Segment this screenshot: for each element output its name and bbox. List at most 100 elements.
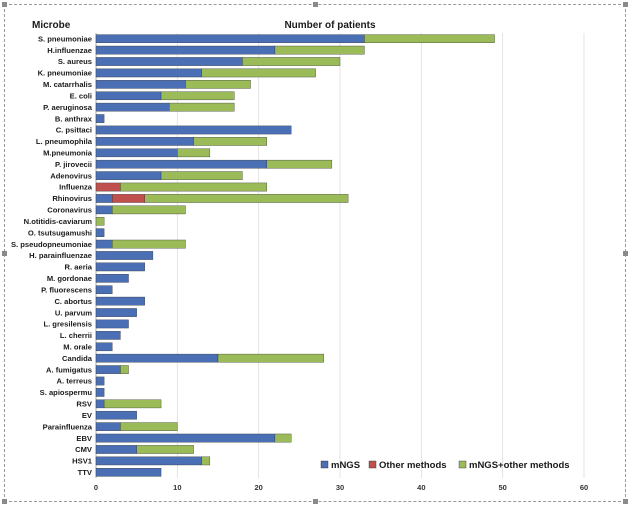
category-label: RSV (76, 400, 93, 409)
bar-combined (136, 445, 194, 454)
bar-combined (185, 80, 251, 89)
category-label: E. coli (70, 91, 92, 100)
legend-label-other-methods: Other methods (379, 460, 447, 471)
bar-combined (217, 353, 324, 363)
category-label: Influenza (59, 183, 93, 192)
bar-mngs (95, 137, 194, 146)
category-label: Rhinovirus (52, 194, 92, 203)
resize-handle-middle-left[interactable] (2, 251, 7, 256)
category-label: M. gordonae (47, 274, 92, 283)
bar-combined (160, 91, 235, 101)
category-label: S. pseudopneumoniae (11, 240, 92, 249)
bar-mngs (95, 148, 178, 158)
x-tick-10: 10 (173, 483, 181, 492)
bar-mngs (95, 342, 113, 352)
y-axis-header: Microbe (32, 20, 71, 31)
bar-mngs (95, 68, 202, 78)
bar-combined (193, 137, 267, 146)
x-tick-40: 40 (417, 483, 425, 492)
bar-mngs (95, 376, 105, 386)
resize-handle-middle-right[interactable] (623, 251, 628, 256)
bar-combined (95, 216, 105, 226)
resize-handle-top-left[interactable] (2, 2, 7, 7)
legend-label-mngs: mNGS (331, 460, 360, 471)
bar-combined (160, 171, 243, 180)
resize-handle-bottom-center[interactable] (313, 499, 318, 504)
bar-mngs (95, 410, 137, 420)
legend-swatch-combined (458, 460, 467, 469)
category-label: Candida (62, 354, 93, 363)
category-label: P. jirovecii (55, 160, 92, 169)
category-label: EBV (76, 434, 93, 443)
bar-mngs (95, 296, 145, 306)
category-label: P. aeruginosa (43, 103, 93, 112)
bar-combined (112, 239, 186, 249)
bar-mngs (95, 91, 162, 101)
category-label: H.influenzae (47, 46, 92, 55)
bar-mngs (95, 205, 113, 215)
bar-mngs (95, 194, 113, 203)
category-label: C. abortus (54, 297, 92, 306)
bar-combined (274, 433, 292, 443)
bar-mngs (95, 159, 267, 169)
bar-mngs (95, 365, 121, 374)
bar-combined (242, 57, 341, 66)
category-label: P. fluorescens (41, 285, 92, 294)
category-label: C. psittaci (56, 126, 92, 135)
bar-combined (177, 148, 211, 158)
bar-combined (120, 182, 267, 192)
x-tick-0: 0 (94, 483, 98, 492)
category-label: U. parvum (55, 308, 92, 317)
bar-mngs (95, 262, 145, 272)
category-label: L. cherrii (60, 331, 92, 340)
x-tick-50: 50 (498, 483, 506, 492)
bar-combined (120, 422, 178, 431)
category-label: A. fumigatus (46, 365, 92, 374)
x-tick-20: 20 (254, 483, 262, 492)
bar-combined (266, 159, 333, 169)
legend: mNGS Other methods mNGS+other methods (320, 460, 570, 471)
bar-mngs (95, 228, 105, 237)
bar-mngs (95, 331, 121, 340)
bar-mngs (95, 251, 154, 260)
bar-other-methods (112, 194, 145, 203)
category-label: S. pneumoniae (38, 34, 92, 43)
bar-mngs (95, 125, 292, 135)
category-label: O. tsutsugamushi (28, 228, 92, 237)
category-labels: S. pneumoniae H.influenzae S. aureus K. pne… (11, 34, 93, 477)
bars (95, 34, 495, 477)
category-label: CMV (75, 445, 93, 454)
resize-handle-bottom-right[interactable] (623, 499, 628, 504)
bar-mngs (95, 468, 162, 477)
bar-combined (364, 34, 495, 43)
resize-handle-bottom-left[interactable] (2, 499, 7, 504)
bar-mngs (95, 399, 105, 409)
bar-combined (274, 45, 365, 55)
category-label: M. catarrhalis (43, 80, 92, 89)
bar-mngs (95, 171, 162, 180)
category-label: R. aeria (65, 263, 93, 272)
legend-label-combined: mNGS+other methods (469, 460, 570, 471)
bar-mngs (95, 285, 113, 295)
bar-combined (103, 399, 162, 409)
bar-combined (169, 102, 235, 112)
x-tick-30: 30 (336, 483, 344, 492)
category-label: L. gresilensis (43, 320, 92, 329)
category-label: N.otitidis-caviarum (24, 217, 93, 226)
bar-mngs (95, 57, 243, 66)
bar-combined (120, 365, 129, 374)
category-label: B. anthrax (55, 114, 93, 123)
bar-mngs (95, 239, 113, 249)
resize-handle-top-right[interactable] (623, 2, 628, 7)
resize-handle-top-center[interactable] (313, 2, 318, 7)
bar-mngs (95, 102, 170, 112)
bar-mngs (95, 114, 105, 123)
bar-other-methods (95, 182, 121, 192)
category-label: L. pneumophila (36, 137, 93, 146)
bar-mngs (95, 445, 137, 454)
bar-combined (201, 456, 211, 466)
bar-mngs (95, 388, 105, 397)
bar-mngs (95, 456, 202, 466)
bar-mngs (95, 433, 276, 443)
legend-swatch-mngs (320, 460, 329, 469)
